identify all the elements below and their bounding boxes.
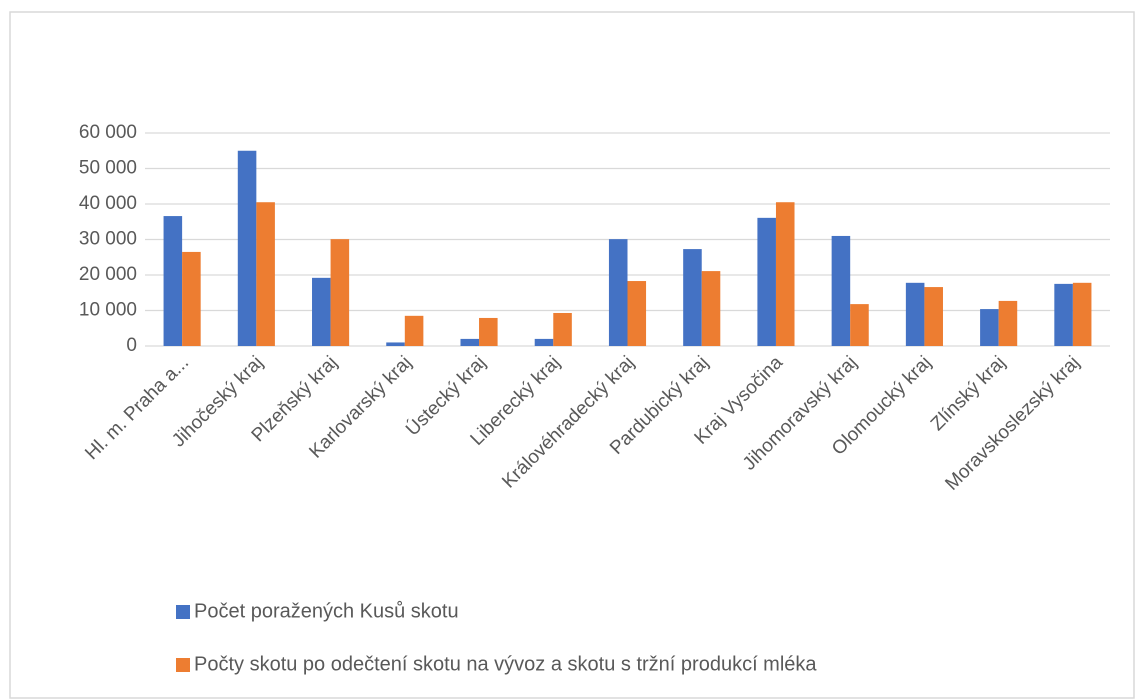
bar <box>534 338 554 346</box>
bar <box>924 287 943 346</box>
bar <box>627 281 647 346</box>
bar <box>1072 282 1092 346</box>
bar <box>701 271 721 346</box>
y-tick-label: 0 <box>126 335 137 356</box>
bar <box>479 317 498 346</box>
bar <box>905 282 925 346</box>
bar <box>608 239 628 346</box>
chart-frame <box>9 11 1135 699</box>
bar <box>460 338 480 346</box>
legend-swatch <box>176 605 190 619</box>
bar <box>404 315 424 346</box>
bar <box>182 251 201 346</box>
y-tick-label: 30 000 <box>79 229 137 250</box>
bar <box>757 217 776 346</box>
bar <box>683 249 702 346</box>
bar <box>1054 283 1073 346</box>
bar <box>386 342 405 346</box>
y-tick-label: 20 000 <box>79 264 137 285</box>
y-tick-label: 60 000 <box>79 122 137 143</box>
y-tick-label: 50 000 <box>79 158 137 179</box>
bar <box>312 277 331 346</box>
bar <box>256 202 275 346</box>
bar <box>998 300 1018 346</box>
legend-swatch <box>176 658 190 672</box>
bar <box>980 309 999 346</box>
legend-label: Počty skotu po odečtení skotu na vývoz a… <box>194 653 817 675</box>
bar <box>775 202 795 346</box>
bar <box>831 235 851 346</box>
bar <box>330 239 350 346</box>
y-tick-label: 10 000 <box>79 300 137 321</box>
bar <box>237 150 257 346</box>
y-tick-label: 40 000 <box>79 193 137 214</box>
bar <box>850 304 869 346</box>
legend-label: Počet poražených Kusů skotu <box>194 600 459 622</box>
bar <box>163 216 183 346</box>
bar <box>553 312 572 346</box>
